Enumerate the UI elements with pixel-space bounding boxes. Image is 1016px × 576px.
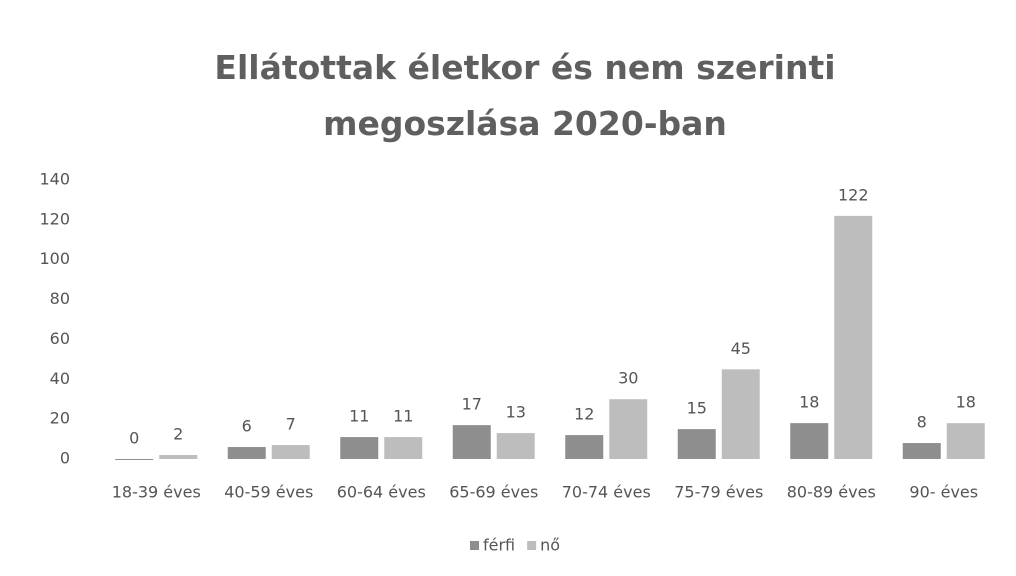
chart-title: Ellátottak életkor és nem szerinti megos… [214,48,836,143]
data-label: 0 [129,429,139,448]
y-tick-label: 20 [50,409,70,428]
bar [946,423,985,459]
legend-label: férfi [483,536,515,555]
data-label: 13 [506,403,526,422]
x-tick-label: 40-59 éves [224,483,313,502]
data-label: 12 [574,405,594,424]
bar [902,443,941,459]
y-tick-label: 80 [50,289,70,308]
y-tick-label: 140 [39,170,70,189]
bar [677,429,716,459]
bar [834,215,873,459]
x-tick-label: 75-79 éves [674,483,763,502]
data-label: 2 [173,425,183,444]
bar [227,447,266,459]
data-label: 15 [687,399,707,418]
bar [271,445,310,459]
data-label: 8 [917,413,927,432]
data-label: 17 [462,395,482,414]
y-tick-label: 120 [39,209,70,228]
data-label: 122 [838,185,869,204]
x-tick-label: 18-39 éves [112,483,201,502]
y-tick-label: 60 [50,329,70,348]
bar [159,455,198,459]
y-tick-label: 0 [60,449,70,468]
data-label: 18 [799,393,819,412]
x-tick-label: 65-69 éves [449,483,538,502]
bar [452,425,491,459]
data-label: 7 [286,415,296,434]
data-label: 6 [242,417,252,436]
y-tick-label: 40 [50,369,70,388]
legend-label: nő [540,536,560,555]
x-tick-label: 70-74 éves [562,483,651,502]
data-label: 18 [956,393,976,412]
bar [565,435,604,459]
x-tick-label: 90- éves [909,483,978,502]
bar [496,433,535,459]
bar [609,399,648,459]
x-tick-label: 60-64 éves [337,483,426,502]
bar [340,437,379,459]
bar [721,369,760,459]
data-label: 30 [618,369,638,388]
bar [790,423,829,459]
y-tick-label: 100 [39,249,70,268]
legend-swatch [527,541,537,550]
legend-swatch [470,541,479,550]
data-label: 11 [393,407,413,426]
data-label: 45 [731,339,751,358]
bar [384,437,423,459]
x-tick-label: 80-89 éves [787,483,876,502]
bar [115,459,154,460]
data-label: 11 [349,407,369,426]
